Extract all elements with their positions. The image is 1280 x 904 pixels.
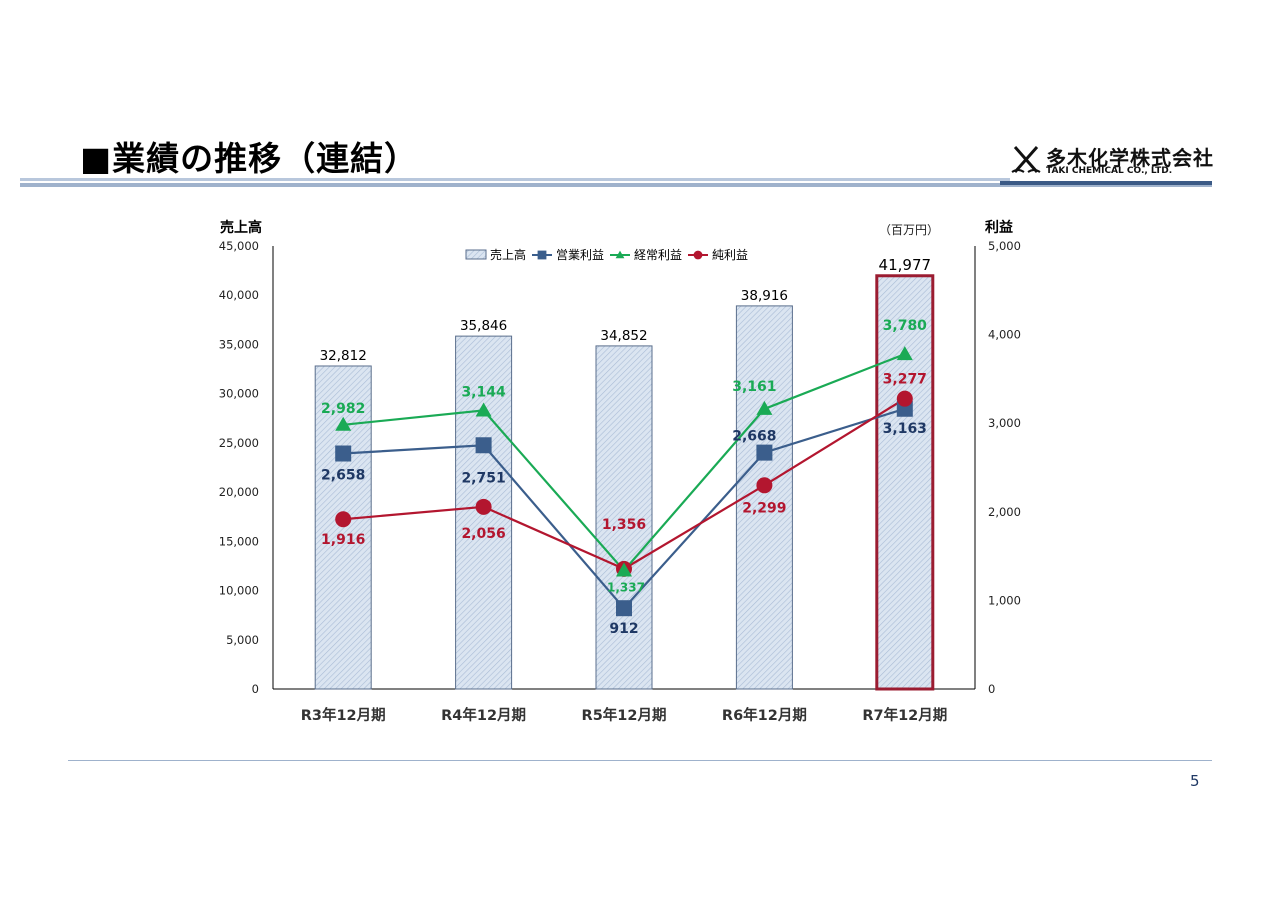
y-left-tick-label: 0	[252, 682, 259, 696]
y-axis-left-title: 売上高	[220, 219, 262, 236]
y-left-tick-label: 25,000	[219, 436, 259, 450]
company-logo-mark-icon	[1011, 146, 1041, 173]
series-marker-ordinary	[896, 346, 913, 361]
series-data-label-ordinary: 3,161	[732, 379, 776, 395]
y-left-tick-label: 35,000	[219, 337, 259, 351]
title-rule	[1000, 181, 1212, 185]
series-data-label-operating: 2,668	[732, 429, 776, 445]
y-right-tick-label: 5,000	[988, 239, 1021, 253]
title-rule	[20, 178, 1010, 181]
x-tick-label: R3年12月期	[301, 706, 386, 724]
legend-label: 営業利益	[556, 248, 604, 262]
sales-bar	[595, 345, 653, 690]
legend-label: 売上高	[490, 247, 526, 262]
company-logo: 多木化学株式会社 TAKI CHEMICAL CO., LTD.	[1010, 142, 1215, 182]
legend-marker-swatch	[615, 250, 625, 259]
y-axis-right-title: 利益	[985, 219, 1013, 236]
legend-swatch-sales	[465, 249, 487, 260]
sales-bar-label: 41,977	[879, 256, 932, 274]
legend-label: 経常利益	[634, 248, 682, 262]
series-marker-operating	[616, 600, 632, 617]
series-data-label-operating: 3,163	[883, 421, 927, 437]
page-number: 5	[1190, 772, 1200, 790]
y-left-tick-label: 5,000	[226, 633, 259, 647]
sales-bar-label: 35,846	[460, 318, 507, 334]
legend-marker-swatch	[693, 250, 703, 260]
x-tick-label: R5年12月期	[582, 706, 667, 724]
series-data-label-operating: 2,658	[321, 468, 365, 484]
sales-bar	[875, 274, 935, 691]
series-marker-net	[475, 498, 492, 515]
sales-bar	[735, 305, 793, 690]
series-data-label-net: 2,299	[742, 500, 786, 516]
company-logo-sub: TAKI CHEMICAL CO., LTD.	[1046, 166, 1173, 176]
series-marker-operating	[475, 437, 492, 454]
y-left-tick-label: 40,000	[219, 288, 259, 302]
series-data-label-ordinary: 1,337	[607, 581, 645, 595]
series-marker-operating	[335, 445, 352, 462]
y-left-tick-label: 20,000	[219, 485, 259, 499]
y-right-tick-label: 3,000	[988, 416, 1021, 430]
series-marker-net	[896, 390, 913, 407]
series-marker-ordinary	[475, 402, 492, 417]
y-left-tick-label: 15,000	[219, 534, 259, 548]
series-marker-net	[335, 511, 352, 528]
y-right-tick-label: 1,000	[988, 593, 1021, 607]
x-tick-label: R6年12月期	[722, 706, 807, 724]
company-logo-name: 多木化学株式会社	[1046, 146, 1214, 170]
sales-bar-label: 38,916	[741, 288, 788, 304]
series-marker-ordinary	[756, 400, 773, 415]
series-data-label-net: 1,916	[321, 532, 365, 548]
slide-title: ■業績の推移（連結）	[80, 139, 419, 178]
series-data-label-ordinary: 2,982	[321, 401, 365, 417]
series-data-label-operating: 2,751	[461, 470, 505, 486]
footer-rule	[68, 760, 1212, 761]
series-data-label-operating: 912	[609, 621, 638, 637]
y-right-tick-label: 0	[988, 682, 995, 696]
financial-results-chart: 0 5,000 10,000 15,000 20,000 25,000 30,000 35,0…	[219, 219, 1021, 724]
x-tick-label: R4年12月期	[441, 706, 526, 724]
sales-bar-label: 32,812	[320, 348, 367, 364]
series-data-label-net: 3,277	[883, 372, 927, 388]
y-right-tick-label: 4,000	[988, 328, 1021, 342]
y-left-tick-label: 10,000	[219, 584, 259, 598]
series-data-label-ordinary: 3,780	[883, 318, 928, 334]
legend-marker-swatch	[537, 250, 547, 260]
series-marker-operating	[756, 444, 773, 461]
unit-label: （百万円）	[879, 223, 939, 237]
sales-bar-label: 34,852	[600, 328, 647, 344]
y-left-tick-label: 30,000	[219, 387, 259, 401]
legend-label: 純利益	[712, 248, 748, 262]
y-left-tick-label: 45,000	[219, 239, 259, 253]
x-tick-label: R7年12月期	[862, 706, 947, 724]
series-data-label-net: 2,056	[461, 526, 505, 542]
series-marker-ordinary	[335, 416, 352, 431]
series-marker-ordinary	[616, 562, 632, 577]
title-rule	[20, 183, 1212, 187]
series-data-label-net: 1,356	[602, 517, 646, 533]
series-data-label-ordinary: 3,144	[461, 384, 506, 400]
series-marker-net	[756, 477, 773, 494]
y-right-tick-label: 2,000	[988, 505, 1021, 519]
